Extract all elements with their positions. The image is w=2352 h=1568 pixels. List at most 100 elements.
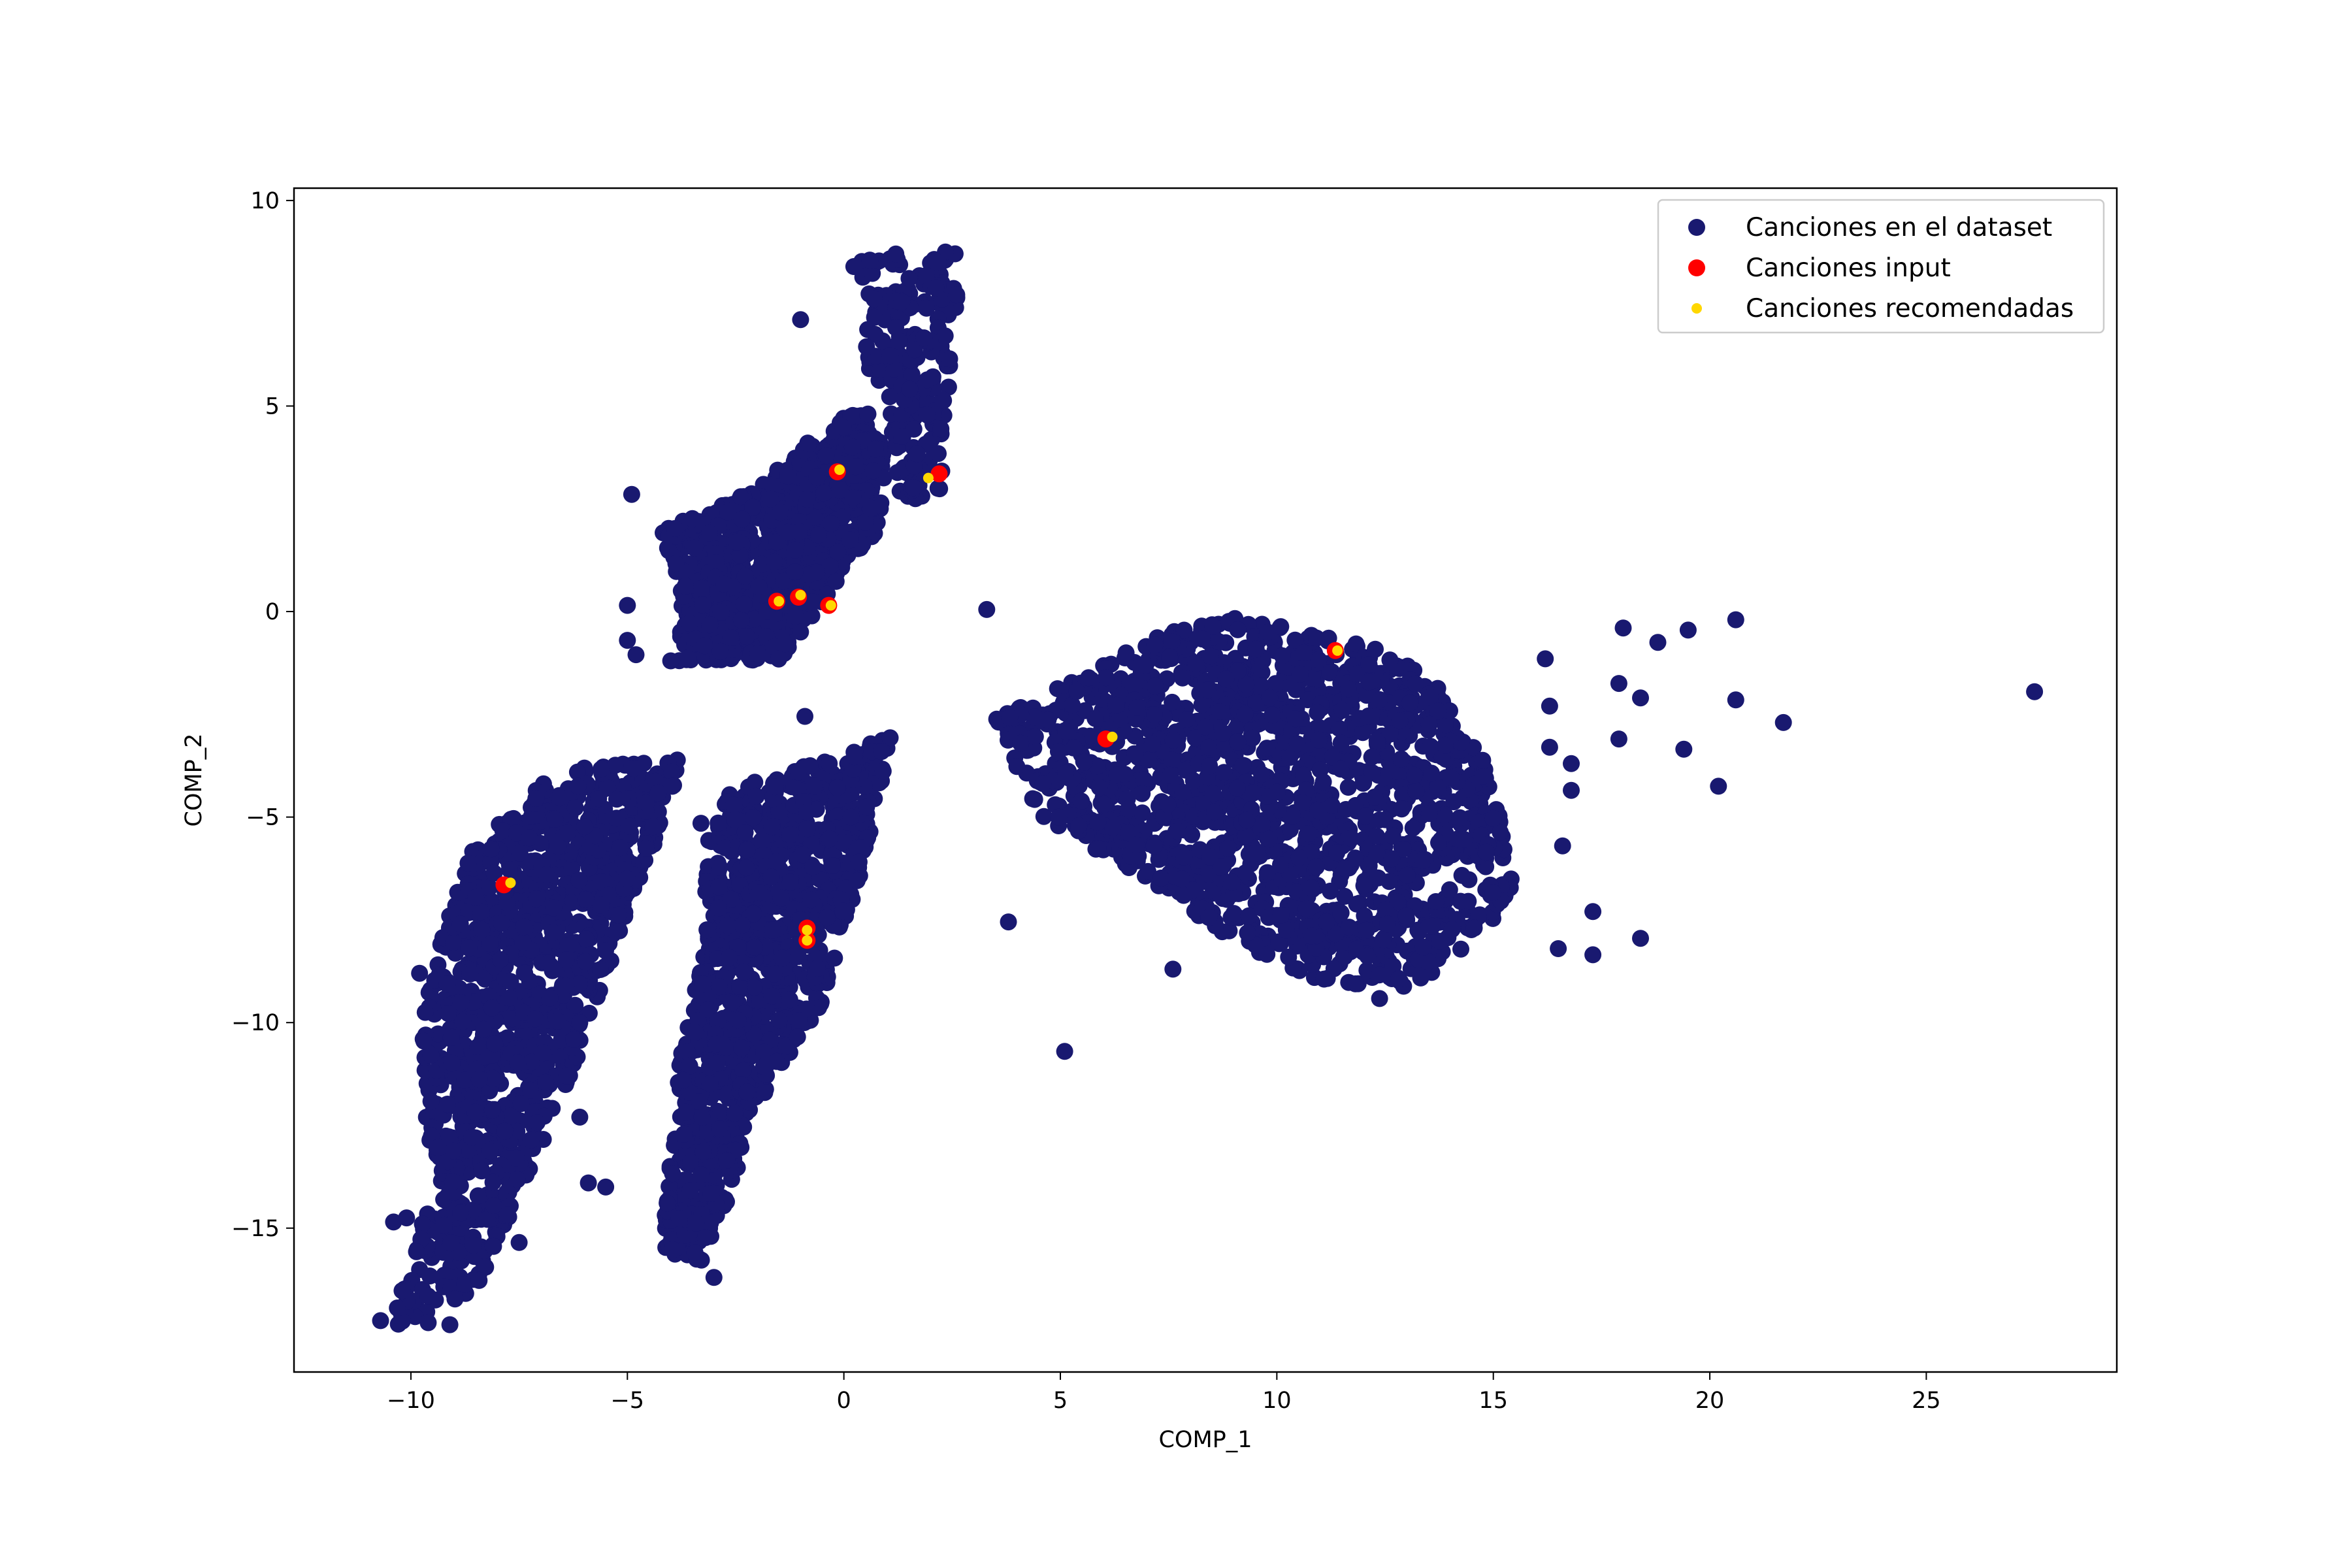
data-point <box>619 632 636 649</box>
data-point <box>834 419 852 436</box>
data-point <box>867 440 884 458</box>
data-point <box>1000 913 1017 931</box>
data-point <box>492 951 509 968</box>
data-point <box>693 580 710 597</box>
data-point <box>1359 947 1377 965</box>
data-point <box>1484 884 1502 901</box>
recommended-point <box>802 935 813 946</box>
data-point <box>1174 669 1191 687</box>
data-point <box>482 840 500 858</box>
data-point <box>936 327 954 345</box>
data-point <box>1201 848 1218 866</box>
recommended-point <box>834 465 845 475</box>
data-point <box>745 809 762 826</box>
data-point <box>566 996 584 1014</box>
data-point <box>1477 843 1495 861</box>
data-point <box>456 1071 474 1089</box>
data-point <box>1145 838 1163 855</box>
data-point <box>1465 919 1483 937</box>
data-point <box>764 476 781 494</box>
data-point <box>787 608 804 625</box>
data-point <box>799 434 817 452</box>
data-point <box>718 1152 736 1169</box>
data-point <box>1407 783 1425 800</box>
data-point <box>1239 924 1256 941</box>
data-point <box>463 1128 480 1146</box>
x-tick-label: −10 <box>387 1388 435 1414</box>
data-point <box>931 480 949 498</box>
data-point <box>508 824 525 841</box>
legend-marker-dataset <box>1688 219 1705 236</box>
data-point <box>415 1032 433 1050</box>
x-tick-label: 5 <box>1053 1388 1068 1414</box>
data-point <box>1427 893 1445 910</box>
data-point <box>730 1011 747 1029</box>
data-point <box>746 938 763 956</box>
data-point <box>1332 760 1350 778</box>
data-point <box>612 839 629 857</box>
data-point <box>1217 670 1235 688</box>
data-point <box>623 485 640 503</box>
data-point <box>414 1215 431 1233</box>
data-point <box>1215 764 1233 781</box>
data-point <box>1238 811 1256 829</box>
data-point <box>864 462 882 480</box>
data-point <box>829 543 847 561</box>
data-point <box>1163 633 1181 651</box>
data-point <box>1057 764 1075 782</box>
data-point <box>534 1044 551 1062</box>
data-point <box>738 628 755 645</box>
data-point <box>576 818 593 836</box>
data-point <box>719 504 737 521</box>
data-point <box>566 799 584 817</box>
legend-label-input: Canciones input <box>1746 253 1951 283</box>
data-point <box>749 645 766 662</box>
y-tick-label: 10 <box>250 188 280 214</box>
data-point <box>843 438 861 456</box>
data-point <box>696 637 713 655</box>
data-point <box>734 917 751 934</box>
data-point <box>785 778 802 795</box>
data-point <box>1146 636 1164 653</box>
data-point <box>666 520 683 537</box>
data-point <box>1355 877 1373 894</box>
data-point <box>1107 696 1125 714</box>
data-point <box>466 1103 484 1121</box>
data-point <box>1049 743 1067 760</box>
data-point <box>481 879 498 896</box>
data-point <box>393 1282 411 1299</box>
legend-marker-recomendadas <box>1691 303 1702 314</box>
data-point <box>939 378 957 396</box>
data-point <box>710 814 727 832</box>
data-point <box>918 299 936 317</box>
data-point <box>1369 869 1387 887</box>
data-point <box>731 977 748 995</box>
data-point <box>893 427 911 445</box>
data-point <box>1066 739 1083 757</box>
data-point <box>710 978 728 996</box>
data-point <box>479 1211 497 1228</box>
data-point <box>1277 921 1295 939</box>
data-point <box>1541 738 1558 756</box>
data-point <box>770 1011 788 1029</box>
data-point <box>1117 644 1135 662</box>
data-point <box>798 804 816 821</box>
data-point <box>766 553 783 570</box>
data-point <box>1164 732 1182 749</box>
data-point <box>1104 819 1122 836</box>
data-point <box>681 1182 699 1200</box>
plot-area <box>372 243 2044 1333</box>
data-point <box>853 839 870 857</box>
data-point <box>683 510 701 527</box>
data-point <box>1366 788 1384 806</box>
data-point <box>708 554 725 572</box>
data-point <box>516 964 534 982</box>
data-point <box>694 1143 712 1160</box>
data-point <box>619 870 636 887</box>
data-point <box>522 1081 539 1099</box>
data-point <box>1632 689 1649 707</box>
data-point <box>398 1209 416 1227</box>
data-point <box>483 1070 501 1087</box>
data-point <box>1253 766 1270 783</box>
data-point <box>1086 710 1104 727</box>
